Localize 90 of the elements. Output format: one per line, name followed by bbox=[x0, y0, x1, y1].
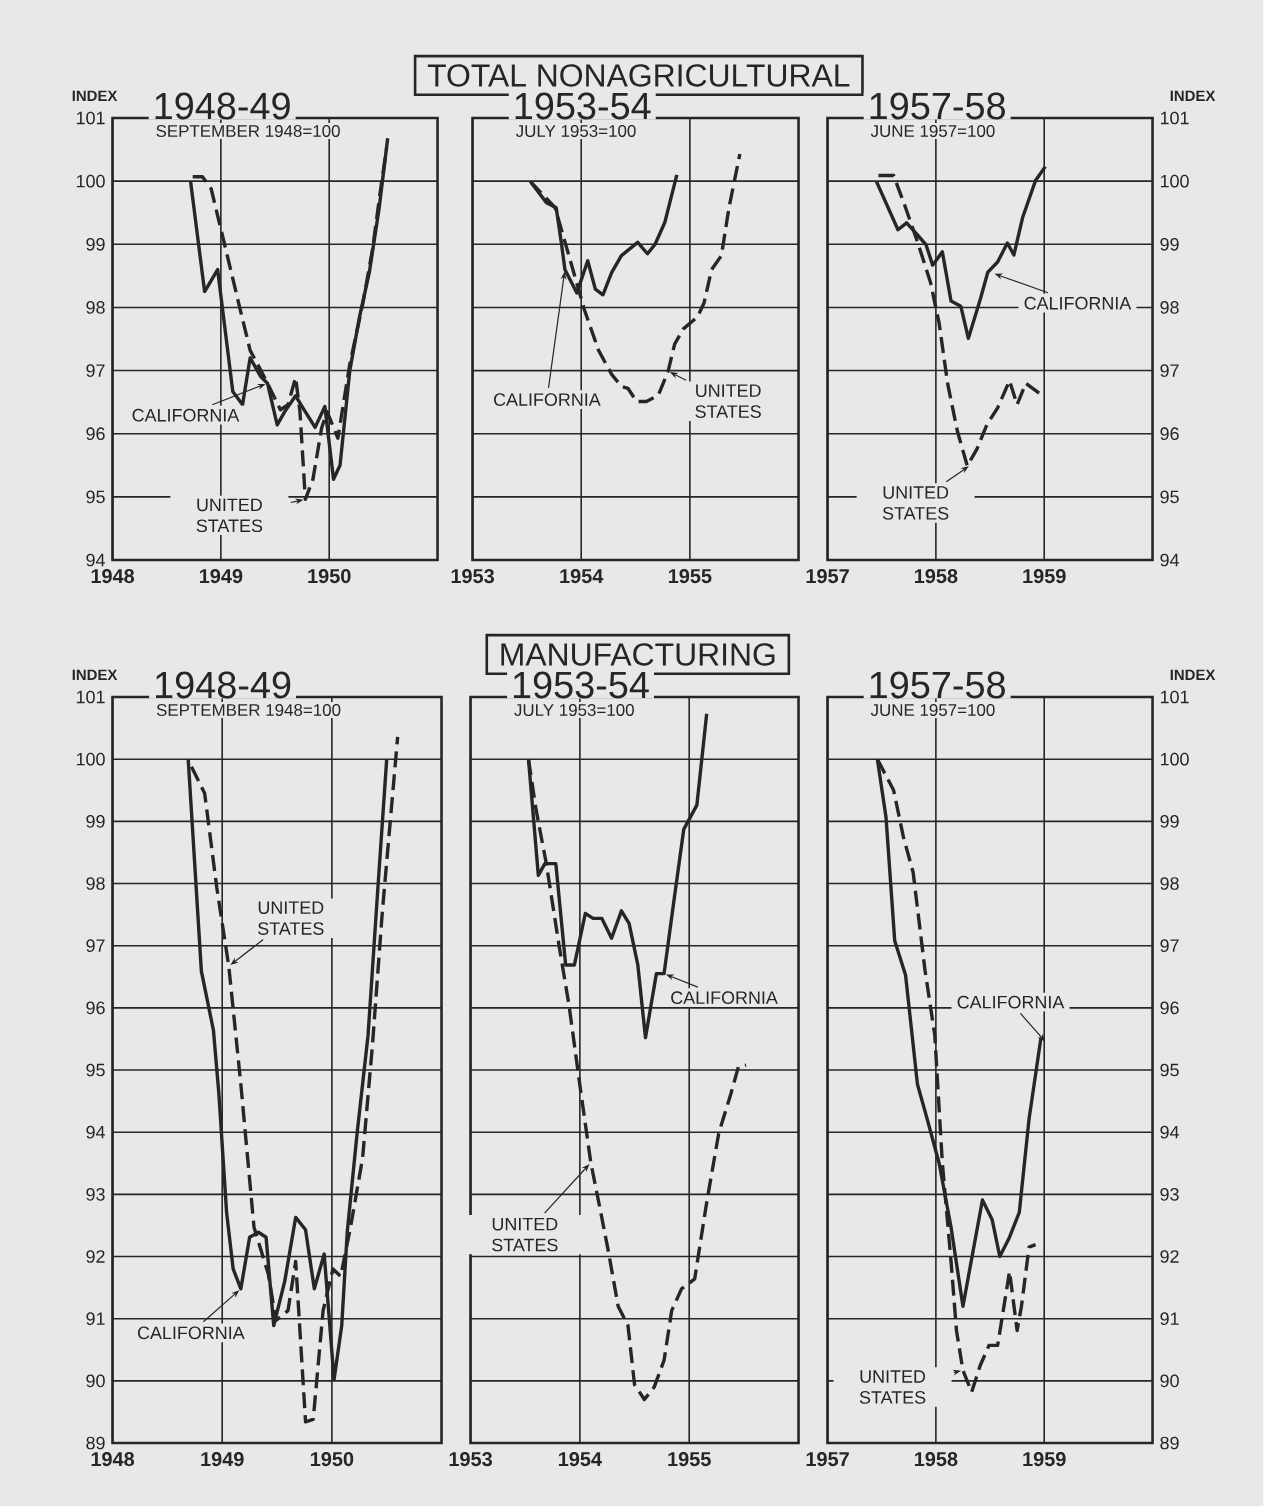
y2-tick-label: 99 bbox=[1160, 237, 1179, 251]
chart-title: 1957-58 bbox=[870, 671, 1006, 699]
x-tick-label: 1958 bbox=[915, 1452, 958, 1467]
text: TOTAL NONAGRICULTURAL bbox=[428, 64, 850, 87]
chart-title: 1948-49 bbox=[156, 671, 291, 699]
chart-title: 1948-49 bbox=[155, 92, 291, 120]
y2-axis-title: INDEX bbox=[1170, 90, 1216, 101]
x-tick-label: 1955 bbox=[669, 569, 712, 584]
chart-subtitle: SEPTEMBER 1948=100 bbox=[156, 125, 341, 137]
text: MANUFACTURING bbox=[501, 643, 775, 666]
x-tick-label: 1950 bbox=[308, 569, 351, 584]
annotation: CALIFORNIA bbox=[1024, 296, 1132, 310]
x-tick-label: 1958 bbox=[915, 569, 958, 584]
x-tick-label: 1954 bbox=[559, 1452, 603, 1467]
chart-subtitle: JUNE 1957=100 bbox=[871, 125, 995, 137]
annotation: CALIFORNIA bbox=[494, 393, 601, 406]
annotation: UNITED STATES bbox=[258, 901, 324, 935]
y2-tick-label: 96 bbox=[1160, 1001, 1179, 1015]
y-tick-label: 98 bbox=[86, 877, 105, 890]
annotation: UNITED STATES bbox=[492, 1217, 558, 1252]
annotation: UNITED STATES bbox=[196, 498, 263, 533]
y-tick-label: 96 bbox=[86, 1001, 105, 1015]
y-tick-label: 94 bbox=[86, 1125, 106, 1139]
annotation: CALIFORNIA bbox=[671, 991, 779, 1005]
chart-subtitle: JULY 1953=100 bbox=[514, 704, 635, 716]
y2-tick-label: 92 bbox=[1160, 1250, 1179, 1263]
x-tick-label: 1948 bbox=[91, 1452, 135, 1467]
x-tick-label: 1959 bbox=[1023, 1452, 1066, 1467]
x-tick-label: 1955 bbox=[668, 1452, 712, 1467]
annotation: CALIFORNIA bbox=[957, 995, 1065, 1009]
y-tick-label: 89 bbox=[86, 1436, 105, 1450]
y2-tick-label: 101 bbox=[1161, 111, 1189, 125]
y-tick-label: 92 bbox=[86, 1250, 105, 1263]
chart-title: 1953-54 bbox=[514, 671, 650, 699]
y-tick-label: 99 bbox=[86, 237, 105, 251]
y-tick-label: 95 bbox=[86, 490, 105, 504]
y2-tick-label: 101 bbox=[1161, 690, 1189, 704]
y-tick-label: 100 bbox=[77, 752, 106, 766]
annotation: UNITED STATES bbox=[883, 486, 949, 520]
y-tick-label: 101 bbox=[77, 111, 105, 125]
y-tick-label: 101 bbox=[77, 690, 105, 704]
y-tick-label: 90 bbox=[86, 1374, 106, 1388]
y2-tick-label: 98 bbox=[1160, 301, 1179, 314]
x-tick-label: 1954 bbox=[560, 569, 604, 584]
x-tick-label: 1959 bbox=[1023, 569, 1066, 584]
y2-tick-label: 94 bbox=[1160, 553, 1180, 567]
y-axis-title: INDEX bbox=[72, 669, 118, 680]
y2-tick-label: 97 bbox=[1160, 939, 1179, 953]
annotation: CALIFORNIA bbox=[132, 408, 240, 422]
y-tick-label: 99 bbox=[86, 814, 105, 828]
chart-title: 1953-54 bbox=[515, 92, 651, 120]
y-tick-label: 95 bbox=[86, 1063, 105, 1077]
chart-subtitle: JUNE 1957=100 bbox=[871, 704, 995, 716]
y-tick-label: 98 bbox=[86, 301, 105, 314]
y2-tick-label: 95 bbox=[1160, 490, 1179, 504]
y2-tick-label: 97 bbox=[1160, 364, 1179, 377]
x-tick-label: 1953 bbox=[451, 569, 495, 584]
y-tick-label: 93 bbox=[86, 1187, 105, 1201]
x-tick-label: 1948 bbox=[91, 569, 135, 584]
chart-subtitle: SEPTEMBER 1948=100 bbox=[157, 704, 341, 716]
y-tick-label: 96 bbox=[86, 427, 105, 441]
x-tick-label: 1957 bbox=[806, 569, 850, 584]
x-tick-label: 1949 bbox=[201, 1452, 244, 1467]
y2-tick-label: 100 bbox=[1161, 752, 1190, 766]
y2-tick-label: 98 bbox=[1160, 877, 1179, 890]
annotation: UNITED STATES bbox=[860, 1370, 926, 1404]
x-tick-label: 1957 bbox=[806, 1452, 850, 1467]
y-tick-label: 91 bbox=[86, 1312, 105, 1326]
y-axis-title: INDEX bbox=[72, 90, 118, 101]
x-tick-label: 1949 bbox=[200, 569, 243, 584]
chart-subtitle: JULY 1953=100 bbox=[516, 125, 636, 137]
y2-tick-label: 95 bbox=[1160, 1063, 1179, 1077]
y2-tick-label: 93 bbox=[1160, 1187, 1179, 1201]
y2-tick-label: 96 bbox=[1160, 427, 1179, 441]
annotation: CALIFORNIA bbox=[138, 1326, 245, 1340]
y-tick-label: 97 bbox=[86, 364, 105, 377]
y2-axis-title: INDEX bbox=[1170, 669, 1216, 680]
x-tick-label: 1950 bbox=[311, 1452, 354, 1467]
y-tick-label: 100 bbox=[77, 174, 106, 188]
x-tick-label: 1953 bbox=[449, 1452, 493, 1467]
y2-tick-label: 90 bbox=[1160, 1374, 1180, 1388]
y2-tick-label: 94 bbox=[1160, 1125, 1180, 1139]
y-tick-label: 97 bbox=[86, 939, 105, 953]
chart-title: 1957-58 bbox=[870, 92, 1006, 120]
annotation: UNITED STATES bbox=[695, 384, 762, 418]
y-tick-label: 94 bbox=[86, 553, 106, 567]
y2-tick-label: 89 bbox=[1160, 1436, 1179, 1450]
y2-tick-label: 100 bbox=[1161, 174, 1190, 188]
y2-tick-label: 99 bbox=[1160, 814, 1179, 828]
y2-tick-label: 91 bbox=[1160, 1312, 1179, 1326]
